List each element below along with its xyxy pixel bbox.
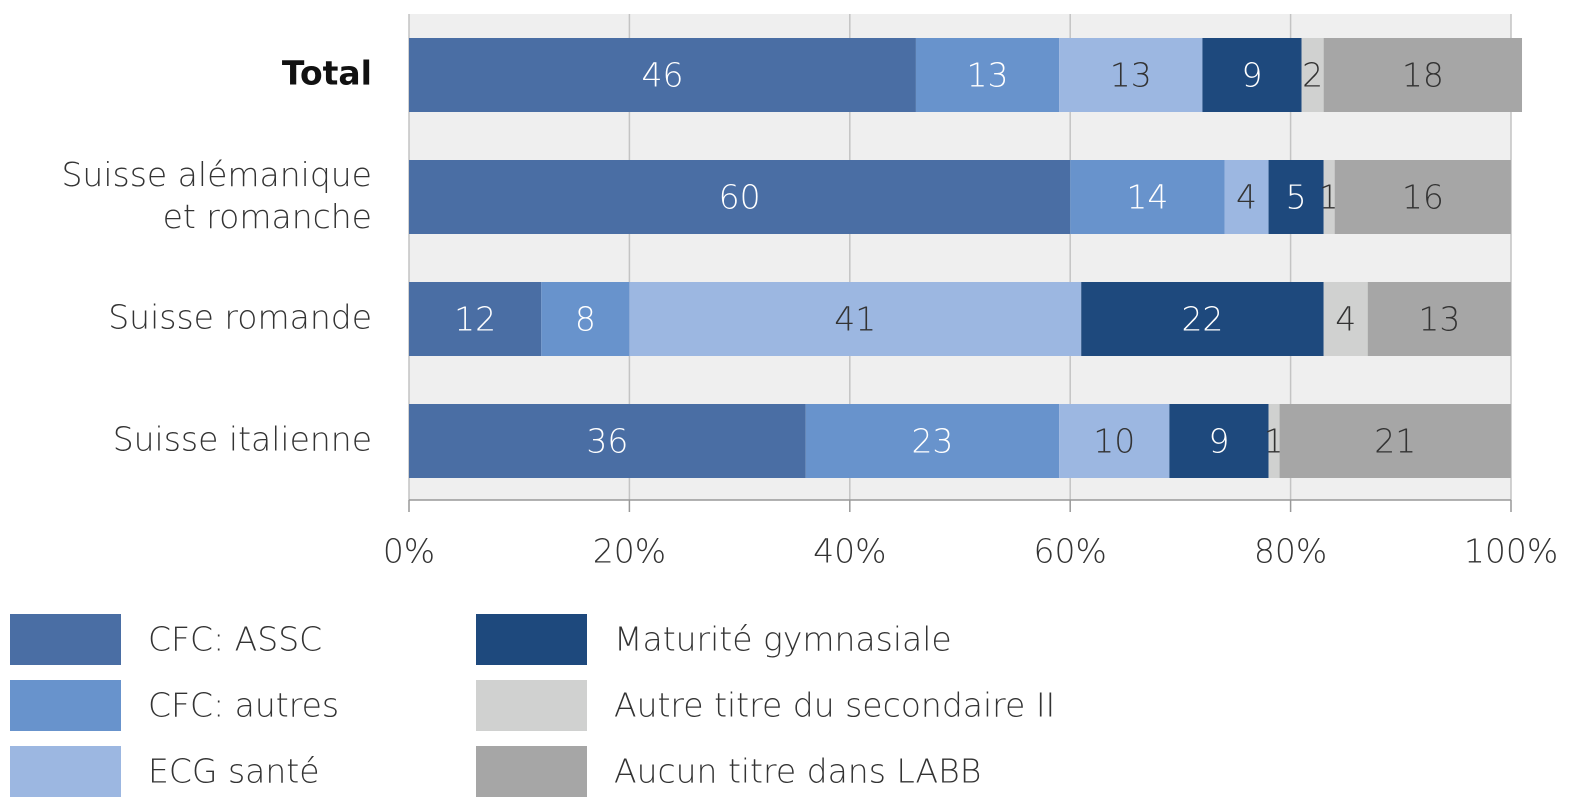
bar-segment [1081, 282, 1324, 356]
bar-segment [1169, 404, 1269, 478]
bar-segment [805, 404, 1060, 478]
data-label: 9 [1208, 422, 1229, 461]
bar-segment [629, 282, 1082, 356]
data-label: 1 [1264, 422, 1285, 461]
data-label: 12 [454, 300, 496, 339]
data-label: 60 [719, 178, 761, 217]
legend-label: ECG santé [148, 752, 320, 791]
data-label: 4 [1335, 300, 1356, 339]
data-label: 5 [1286, 178, 1307, 217]
data-label: 13 [1110, 56, 1152, 95]
data-label: 2 [1302, 56, 1323, 95]
legend-swatch [476, 680, 587, 731]
bar-segment [409, 282, 542, 356]
category-label: Total [282, 54, 372, 93]
data-label: 18 [1402, 56, 1444, 95]
data-label: 14 [1126, 178, 1168, 217]
data-label: 41 [834, 300, 876, 339]
legend-label: Autre titre du secondaire II [614, 686, 1055, 725]
data-label: 13 [1418, 300, 1460, 339]
bar-segment [1323, 160, 1335, 234]
x-tick-label: 100% [1464, 532, 1558, 571]
data-label: 4 [1236, 178, 1257, 217]
bar-segment [1334, 160, 1511, 234]
bar-segment [1268, 404, 1280, 478]
bar-segment [915, 38, 1060, 112]
bar-segment [1367, 282, 1511, 356]
legend-swatch [10, 746, 121, 797]
data-label: 8 [575, 300, 596, 339]
legend-swatch [10, 614, 121, 665]
legend-swatch [10, 680, 121, 731]
bar-segment [1301, 38, 1324, 112]
bar-segment [1202, 38, 1302, 112]
data-label: 22 [1181, 300, 1223, 339]
x-tick-label: 40% [813, 532, 886, 571]
bar-segment [1070, 160, 1225, 234]
data-label: 9 [1242, 56, 1263, 95]
bar-segment [1224, 160, 1269, 234]
bar-segment [409, 38, 916, 112]
category-label: Suisse alémanique et romanche [61, 155, 372, 236]
bar-segment [409, 404, 806, 478]
data-label: 46 [641, 56, 683, 95]
bar-segment [1323, 282, 1368, 356]
legend-swatch [476, 614, 587, 665]
data-label: 23 [911, 422, 953, 461]
bar-segment [541, 282, 630, 356]
category-label: Suisse italienne [113, 420, 372, 459]
legend-swatch [476, 746, 587, 797]
bar-segment [1059, 404, 1170, 478]
data-label: 13 [967, 56, 1009, 95]
bar-segment [409, 160, 1071, 234]
bar-segment [1323, 38, 1523, 112]
data-label: 1 [1319, 178, 1340, 217]
bar-segment [1279, 404, 1511, 478]
bar-segment [1059, 38, 1203, 112]
legend-label: CFC: autres [148, 686, 339, 725]
legend-label: Maturité gymnasiale [614, 620, 952, 659]
legend-label: CFC: ASSC [148, 620, 322, 659]
x-tick-label: 20% [593, 532, 666, 571]
x-tick-label: 0% [383, 532, 435, 571]
data-label: 21 [1374, 422, 1416, 461]
data-label: 10 [1093, 422, 1135, 461]
category-label: Suisse romande [108, 298, 372, 337]
x-tick-label: 80% [1254, 532, 1327, 571]
x-tick-label: 60% [1034, 532, 1107, 571]
data-label: 36 [586, 422, 628, 461]
legend-label: Aucun titre dans LABB [614, 752, 981, 791]
bar-segment [1268, 160, 1324, 234]
data-label: 16 [1402, 178, 1444, 217]
